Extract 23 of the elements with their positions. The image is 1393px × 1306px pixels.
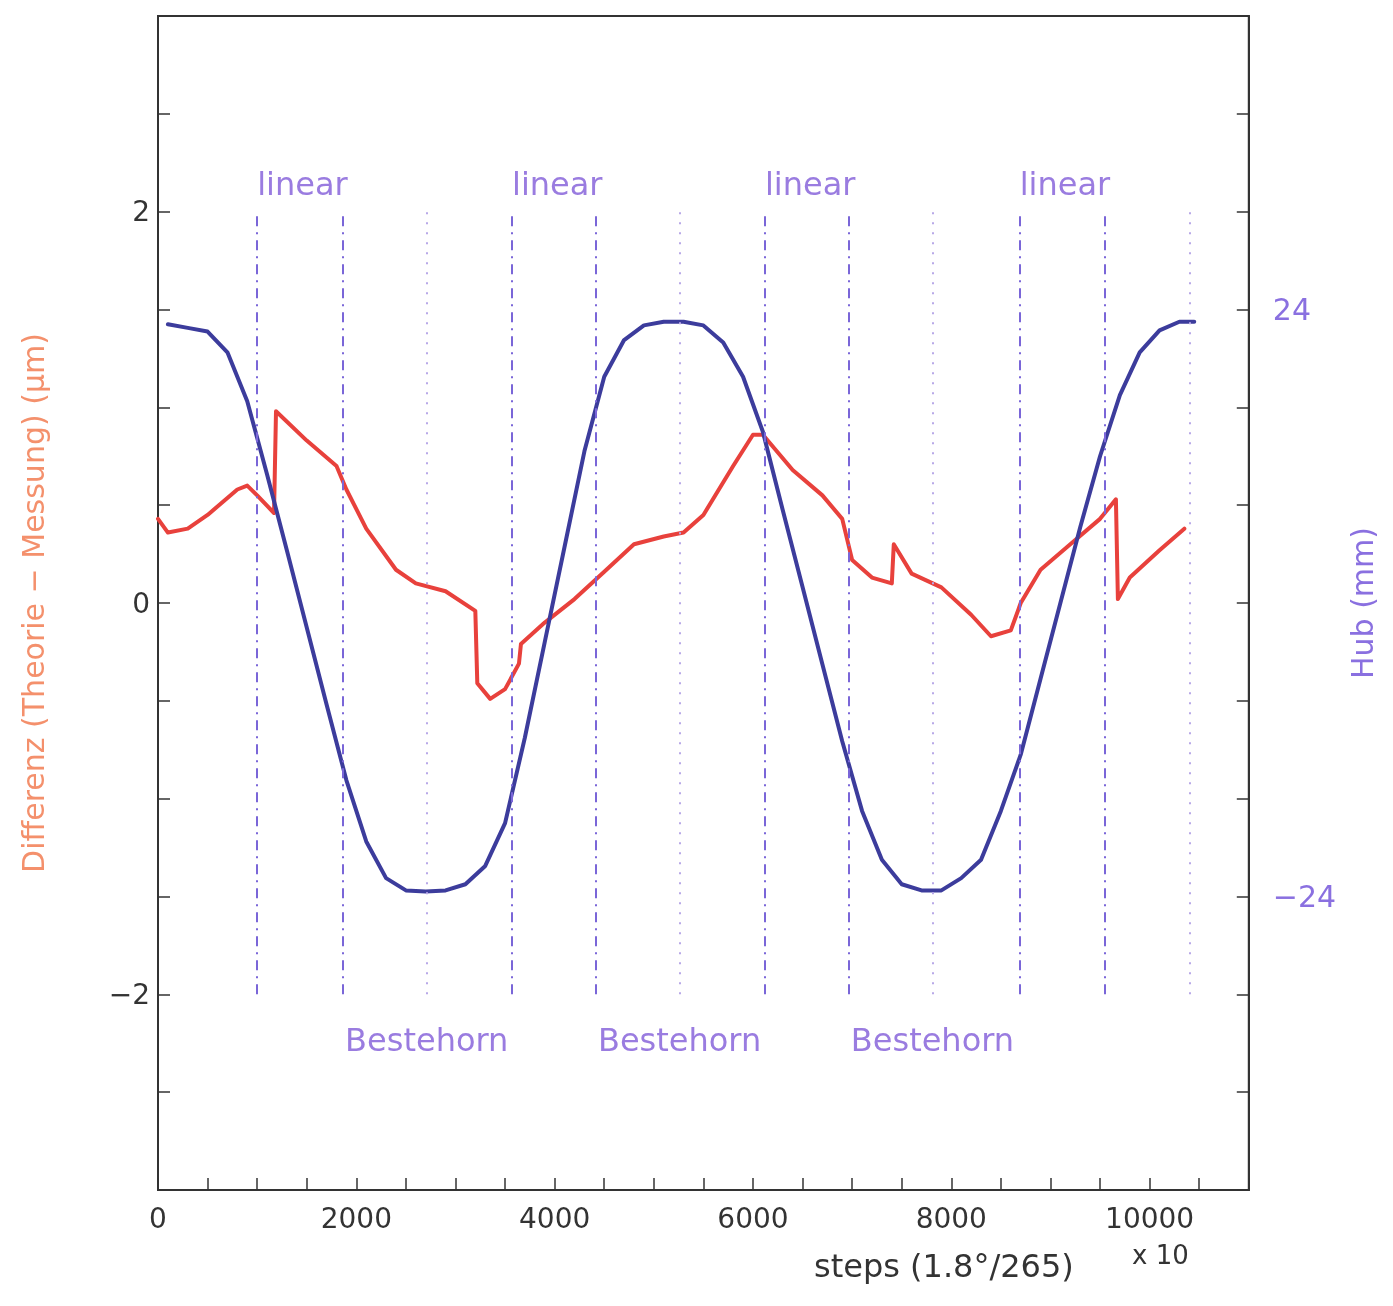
x-tick-label: 4000 [519, 1201, 591, 1235]
annotation: Bestehorn [597, 1021, 762, 1060]
y-tick-label: −2 [108, 977, 150, 1011]
line-series [156, 409, 1187, 701]
annotation: linear [257, 164, 349, 203]
y-axis-title: Differenz (Theorie − Messung) (μm) [15, 333, 51, 873]
y2-tick-label: −24 [1272, 879, 1337, 914]
annotation: linear [764, 164, 857, 203]
line-series [165, 319, 1197, 894]
annotation: Bestehorn [850, 1021, 1015, 1060]
y-tick-label: 0 [132, 586, 150, 620]
annotation: Bestehorn [345, 1021, 509, 1060]
x-tick-label: 10000 [1105, 1201, 1195, 1235]
y2-axis-title: Hub (mm) [1344, 526, 1380, 680]
annotation: linear [1019, 164, 1112, 203]
x-tick-label: 2000 [320, 1201, 392, 1235]
y-tick-label: 2 [132, 195, 150, 229]
text: x 10 [1132, 1240, 1189, 1270]
y2-tick-label: 24 [1272, 292, 1311, 327]
annotation: linear [512, 164, 604, 203]
x-axis-title: steps (1.8°/265) [814, 1247, 1074, 1285]
x-tick-label: 6000 [717, 1201, 789, 1235]
x-tick-label: 8000 [915, 1201, 987, 1235]
